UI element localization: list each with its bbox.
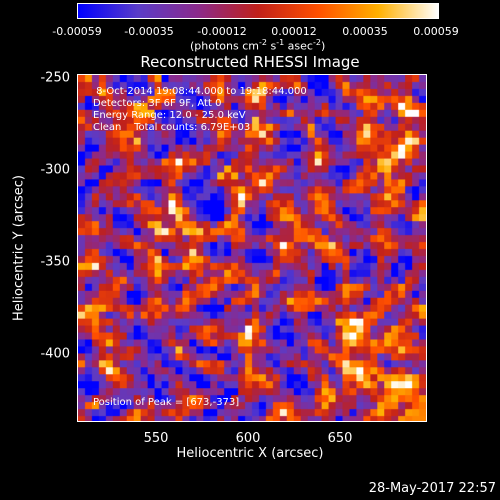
peak-position-text: Position of Peak = [673,-373] xyxy=(93,397,240,408)
image-title: Reconstructed RHESSI Image xyxy=(140,53,360,71)
y-tick-label: -300 xyxy=(40,162,70,178)
colorbar-tick-label: 0.00059 xyxy=(413,25,459,38)
y-tick-label: -250 xyxy=(40,70,70,86)
plot-timestamp: 28-May-2017 22:57 xyxy=(368,481,496,496)
time-range-text: 8-Oct-2014 19:08:44.000 to 19:18:44.000 xyxy=(93,86,307,97)
colorbar-tick-label: -0.00059 xyxy=(52,25,102,38)
heatmap-canvas xyxy=(78,75,426,421)
x-axis-label: Heliocentric X (arcsec) xyxy=(176,446,324,461)
observation-info: 8-Oct-2014 19:08:44.000 to 19:18:44.000 D… xyxy=(93,86,307,134)
colorbar-tick-label: -0.00035 xyxy=(124,25,174,38)
x-tick-label: 650 xyxy=(327,431,353,446)
energy-range-text: Energy Range: 12.0 - 25.0 keV xyxy=(93,110,246,121)
method-counts-text: Clean Total counts: 6.79E+03 xyxy=(93,122,251,133)
colorbar-tick-label: -0.00012 xyxy=(197,25,247,38)
detectors-text: Detectors: 3F 6F 9F, Att 0 xyxy=(93,98,222,109)
x-tick-label: 600 xyxy=(235,431,261,446)
y-tick-label: -350 xyxy=(40,254,70,270)
colorbar-units: (photons cm-2 s-1 asec-2) xyxy=(190,38,326,53)
y-tick-label: -400 xyxy=(40,346,70,362)
y-axis-label: Heliocentric Y (arcsec) xyxy=(11,175,27,321)
x-tick-label: 550 xyxy=(143,431,169,446)
rhessi-image xyxy=(77,74,427,422)
colorbar-tick-label: 0.00012 xyxy=(271,25,317,38)
colorbar-tick-label: 0.00035 xyxy=(342,25,388,38)
colorbar xyxy=(77,3,439,19)
